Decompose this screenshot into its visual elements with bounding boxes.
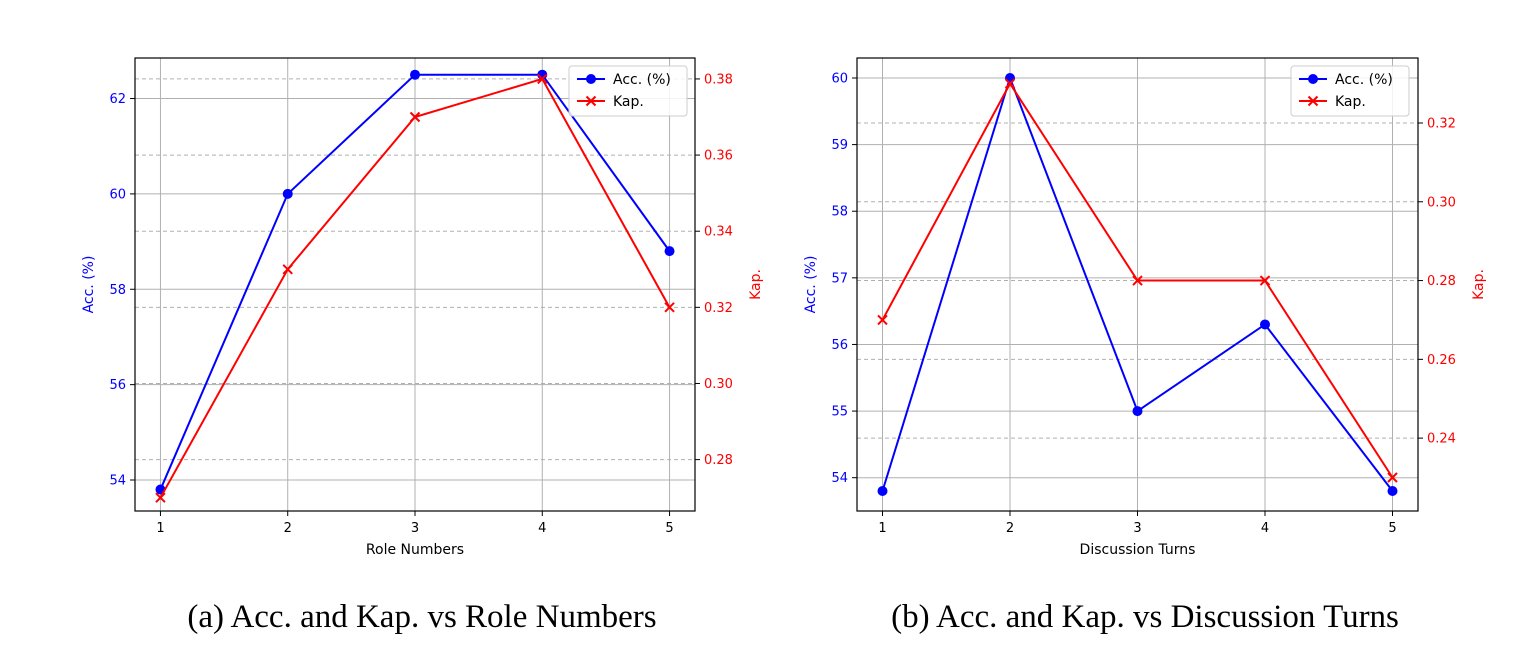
data-point-acc — [1260, 319, 1270, 330]
data-point-acc — [877, 486, 888, 497]
y-tick-label-left: 55 — [831, 405, 848, 420]
x-marker-stroke — [877, 314, 888, 326]
y-tick-label-right: 0.24 — [1427, 432, 1456, 447]
data-point-kap — [155, 492, 166, 503]
data-point-acc — [664, 246, 675, 257]
data-point-acc — [1387, 486, 1398, 497]
data-point-kap — [1259, 275, 1271, 286]
y-tick-label-left: 60 — [831, 71, 848, 86]
y-tick-label-left: 56 — [831, 338, 848, 353]
y-tick-label-left: 59 — [831, 138, 848, 153]
legend-label: Acc. (%) — [1335, 72, 1393, 88]
x-marker-stroke — [1259, 275, 1271, 286]
y-tick-label-right: 0.36 — [704, 149, 733, 164]
y-tick-label-right: 0.28 — [1427, 274, 1456, 289]
x-marker-stroke — [155, 492, 166, 503]
x-axis-label: Role Numbers — [366, 542, 464, 558]
x-tick-label: 4 — [1261, 521, 1269, 536]
x-tick-label: 2 — [284, 521, 292, 536]
x-tick-label: 5 — [665, 521, 673, 536]
legend-marker-acc — [1308, 74, 1318, 84]
x-marker-stroke — [664, 302, 675, 313]
data-point-kap — [1004, 78, 1016, 89]
y-axis-label-left: Acc. (%) — [81, 256, 97, 314]
y-tick-label-left: 58 — [831, 205, 848, 220]
y-axis-label-right: Kap. — [1471, 269, 1487, 300]
y-tick-label-right: 0.32 — [1427, 116, 1456, 131]
chart-panel-b: 1 2 3 4 5 54 55 56 57 58 59 60 0.24 0.26 0.28 0.30 0.32 D… — [803, 57, 1487, 558]
x-tick-label: 5 — [1388, 521, 1396, 536]
data-point-kap — [1387, 472, 1398, 483]
data-point-kap — [877, 314, 888, 326]
data-point-kap — [537, 73, 548, 85]
x-marker-stroke — [1307, 95, 1319, 107]
y-tick-label-left: 58 — [109, 283, 126, 298]
x-marker-stroke — [1132, 275, 1143, 286]
legend-marker-acc — [586, 74, 596, 84]
y-tick-label-left: 54 — [831, 471, 848, 486]
y-axis-label-left: Acc. (%) — [803, 256, 819, 314]
y-tick-label-left: 54 — [109, 474, 126, 489]
y-tick-label-right: 0.30 — [704, 377, 733, 392]
x-tick-label: 3 — [1133, 521, 1141, 536]
x-marker-stroke — [409, 111, 421, 123]
x-tick-label: 1 — [878, 521, 886, 536]
x-axis-label: Discussion Turns — [1080, 542, 1196, 558]
y-tick-label-right: 0.34 — [704, 225, 733, 240]
y-tick-label-right: 0.26 — [1427, 353, 1456, 368]
x-marker-stroke — [537, 73, 548, 85]
y-axis-label-right: Kap. — [748, 269, 764, 300]
y-tick-label-left: 62 — [109, 92, 126, 107]
data-point-kap — [664, 302, 675, 313]
y-tick-label-left: 56 — [109, 378, 126, 393]
caption-a: (a) Acc. and Kap. vs Role Numbers — [187, 599, 656, 635]
x-marker-stroke — [282, 264, 293, 275]
data-point-kap — [282, 264, 293, 275]
data-point-acc — [282, 188, 293, 199]
data-point-kap — [1132, 275, 1143, 286]
chart-panel-a: 1 2 3 4 5 54 56 58 60 62 0.28 0.30 0.32 0.34 0.36 0.38 R… — [81, 57, 764, 558]
legend-label: Kap. — [1335, 94, 1366, 110]
y-tick-label-right: 0.38 — [704, 72, 733, 87]
x-tick-label: 1 — [156, 521, 164, 536]
x-marker-stroke — [585, 95, 597, 107]
y-tick-label-left: 60 — [109, 187, 126, 202]
x-marker-stroke — [1387, 472, 1398, 483]
data-point-kap — [409, 111, 421, 123]
x-tick-label: 2 — [1006, 521, 1014, 536]
legend-marker-kap — [585, 95, 597, 107]
legend: Acc. (%) Kap. — [568, 65, 688, 117]
caption-b: (b) Acc. and Kap. vs Discussion Turns — [891, 599, 1399, 635]
data-point-acc — [410, 69, 420, 80]
legend-label: Acc. (%) — [613, 72, 671, 88]
legend-marker-kap — [1307, 95, 1319, 107]
x-tick-label: 3 — [411, 521, 419, 536]
x-marker-stroke — [1004, 78, 1016, 89]
legend-label: Kap. — [613, 94, 644, 110]
x-tick-label: 4 — [538, 521, 546, 536]
y-tick-label-right: 0.28 — [704, 453, 733, 468]
y-tick-label-left: 57 — [831, 271, 848, 286]
data-point-acc — [1132, 406, 1143, 417]
y-tick-label-right: 0.32 — [704, 301, 733, 316]
y-tick-label-right: 0.30 — [1427, 195, 1456, 210]
legend: Acc. (%) Kap. — [1290, 65, 1410, 117]
